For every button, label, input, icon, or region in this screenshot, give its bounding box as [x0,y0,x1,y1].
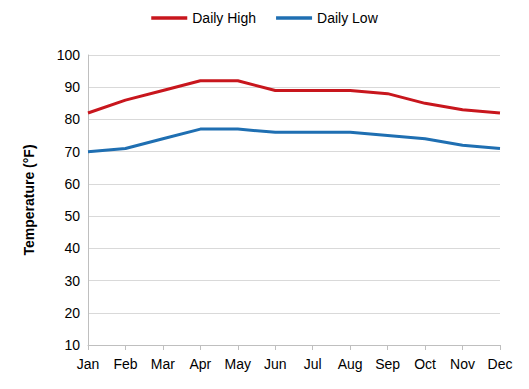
svg-text:Temperature (°F): Temperature (°F) [21,144,37,255]
svg-text:20: 20 [64,305,80,321]
svg-text:90: 90 [64,79,80,95]
svg-text:Aug: Aug [338,356,363,372]
svg-text:Nov: Nov [450,356,475,372]
svg-text:Sep: Sep [375,356,400,372]
svg-text:30: 30 [64,273,80,289]
svg-text:100: 100 [57,47,81,63]
svg-text:40: 40 [64,240,80,256]
svg-text:Mar: Mar [151,356,175,372]
svg-text:Daily High: Daily High [192,10,256,26]
svg-text:10: 10 [64,337,80,353]
svg-text:May: May [225,356,251,372]
svg-text:Apr: Apr [189,356,211,372]
svg-text:60: 60 [64,176,80,192]
svg-text:Oct: Oct [414,356,436,372]
svg-text:Dec: Dec [488,356,513,372]
svg-text:Jul: Jul [304,356,322,372]
svg-text:Jun: Jun [264,356,287,372]
svg-text:80: 80 [64,111,80,127]
svg-text:50: 50 [64,208,80,224]
svg-text:Feb: Feb [113,356,137,372]
svg-text:Jan: Jan [77,356,100,372]
svg-text:70: 70 [64,144,80,160]
svg-text:Daily Low: Daily Low [317,10,379,26]
